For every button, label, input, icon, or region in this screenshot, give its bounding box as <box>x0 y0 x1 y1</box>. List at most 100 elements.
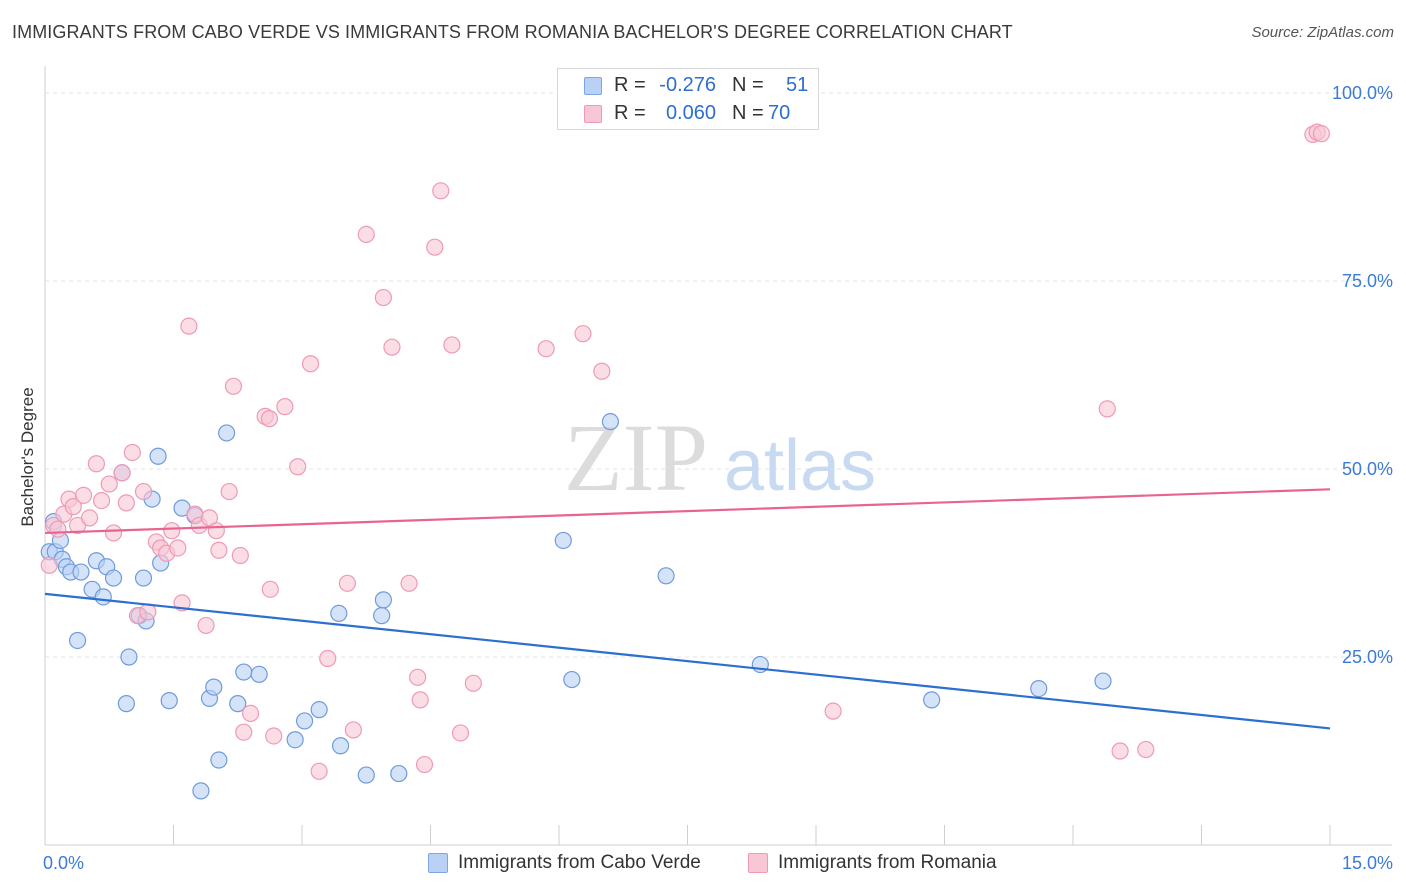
point-cabo-verde <box>160 692 178 710</box>
point-romania <box>1098 400 1116 418</box>
point-romania <box>260 410 279 428</box>
point-cabo-verde <box>235 663 253 681</box>
point-romania <box>289 458 307 476</box>
point-romania <box>207 522 225 540</box>
point-romania <box>537 340 555 358</box>
point-romania <box>276 398 294 416</box>
point-cabo-verde <box>134 569 153 587</box>
point-romania <box>123 443 141 462</box>
point-cabo-verde <box>295 712 314 730</box>
point-romania <box>231 546 249 565</box>
point-cabo-verde <box>68 631 87 650</box>
point-romania <box>464 674 482 692</box>
legend-r-value-romania: 0.060 <box>665 102 716 124</box>
legend-n-label: N = <box>732 102 764 124</box>
point-romania <box>1312 125 1331 143</box>
point-romania <box>265 727 283 745</box>
point-romania <box>224 377 243 395</box>
point-cabo-verde <box>94 588 112 606</box>
watermark: ZIP atlas <box>564 404 876 511</box>
point-cabo-verde <box>373 607 391 625</box>
legend-swatch-romania <box>584 105 602 123</box>
point-romania <box>451 724 470 742</box>
point-romania <box>310 762 328 780</box>
data-points <box>40 123 1331 800</box>
point-cabo-verde <box>149 447 167 465</box>
trend-line-romania <box>44 488 1331 535</box>
point-romania <box>49 520 67 538</box>
point-romania <box>1137 740 1155 759</box>
x-tick-label: 15.0% <box>1342 853 1393 873</box>
point-romania <box>74 486 93 504</box>
point-romania <box>87 455 106 473</box>
point-romania <box>319 649 337 668</box>
point-cabo-verde <box>218 424 236 442</box>
stats-legend: R = -0.276 N = 51 R = 0.060 N = 70 <box>557 68 819 130</box>
point-cabo-verde <box>390 764 408 783</box>
point-romania <box>113 464 131 482</box>
point-romania <box>426 238 444 256</box>
y-tick-label: 100.0% <box>1332 83 1393 103</box>
point-romania <box>432 182 450 200</box>
point-cabo-verde <box>330 604 348 622</box>
point-romania <box>574 325 592 343</box>
point-cabo-verde <box>374 591 392 609</box>
point-cabo-verde <box>250 665 268 683</box>
point-cabo-verde <box>117 695 135 713</box>
point-cabo-verde <box>120 648 138 666</box>
point-romania <box>409 668 427 686</box>
watermark-atlas: atlas <box>724 426 876 506</box>
point-romania <box>357 225 375 244</box>
legend-row-romania: R = 0.060 N = 70 <box>558 100 818 128</box>
point-romania <box>134 482 153 501</box>
point-romania <box>210 541 228 559</box>
point-romania <box>40 556 58 574</box>
point-romania <box>235 723 253 741</box>
y-tick-label: 25.0% <box>1342 647 1393 667</box>
point-romania <box>261 580 279 598</box>
point-cabo-verde <box>923 691 941 709</box>
point-romania <box>374 288 392 307</box>
point-cabo-verde <box>286 731 304 749</box>
tick-labels: 25.0% 50.0% 75.0% 100.0% 0.0% 15.0% Bachelor's… <box>18 83 1393 873</box>
y-tick-label: 50.0% <box>1342 459 1393 479</box>
source-label: Source: ZipAtlas.com <box>1251 24 1394 41</box>
point-romania <box>415 755 434 774</box>
legend-row-cabo-verde: R = -0.276 N = 51 <box>558 72 818 100</box>
point-romania <box>169 539 187 557</box>
point-romania <box>411 691 429 709</box>
point-cabo-verde <box>657 567 675 585</box>
point-cabo-verde <box>554 531 572 550</box>
point-cabo-verde <box>229 695 247 713</box>
point-romania <box>824 702 842 720</box>
grid-lines <box>45 92 1392 658</box>
series-label-cabo-verde: Immigrants from Cabo Verde <box>458 852 701 873</box>
point-romania <box>400 574 418 592</box>
legend-r-value-cabo-verde: -0.276 <box>659 74 716 96</box>
y-axis-label: Bachelor's Degree <box>18 387 37 526</box>
point-cabo-verde <box>72 563 90 581</box>
point-cabo-verde <box>331 737 350 755</box>
axes <box>44 66 1392 846</box>
point-romania <box>344 721 362 739</box>
point-romania <box>242 704 260 723</box>
series-swatch-romania <box>748 853 768 873</box>
point-cabo-verde <box>310 701 328 719</box>
point-romania <box>220 482 238 501</box>
point-romania <box>163 522 181 540</box>
point-cabo-verde <box>210 751 228 769</box>
trend-line-cabo-verde <box>44 592 1331 730</box>
chart-title: IMMIGRANTS FROM CABO VERDE VS IMMIGRANTS… <box>12 22 1013 42</box>
point-romania <box>197 616 215 635</box>
point-romania <box>104 524 123 542</box>
point-cabo-verde <box>563 670 581 689</box>
series-swatch-cabo-verde <box>428 853 448 873</box>
legend-n-value-cabo-verde: 51 <box>786 74 809 96</box>
point-romania <box>180 317 198 335</box>
point-cabo-verde <box>357 766 375 784</box>
point-romania <box>100 475 118 493</box>
point-romania <box>64 498 82 516</box>
point-romania <box>338 574 357 592</box>
point-cabo-verde <box>205 678 223 696</box>
